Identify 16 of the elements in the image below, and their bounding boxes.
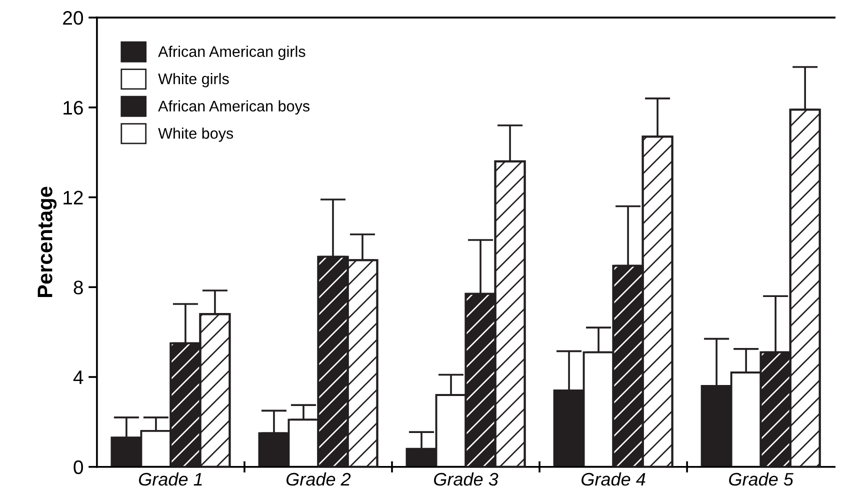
y-axis-title: Percentage bbox=[38, 186, 57, 297]
x-tick-label: Grade 2 bbox=[286, 472, 351, 486]
legend-label: White girls bbox=[158, 73, 229, 88]
x-tick-label: Grade 3 bbox=[434, 472, 498, 486]
legend-label: African American boys bbox=[158, 100, 310, 115]
y-tick-label: 16 bbox=[64, 100, 83, 115]
legend-label: White boys bbox=[158, 128, 234, 142]
y-tick-label: 4 bbox=[73, 370, 84, 384]
x-tick-label: Grade 5 bbox=[729, 472, 794, 486]
y-tick-label: 20 bbox=[63, 11, 83, 25]
x-tick-label: Grade 1 bbox=[138, 472, 202, 486]
y-tick-label: 12 bbox=[64, 190, 83, 204]
legend-label: African American girls bbox=[158, 46, 306, 60]
y-tick-label: 0 bbox=[74, 460, 83, 474]
y-tick-label: 8 bbox=[74, 280, 83, 294]
x-tick-label: Grade 4 bbox=[582, 472, 646, 486]
